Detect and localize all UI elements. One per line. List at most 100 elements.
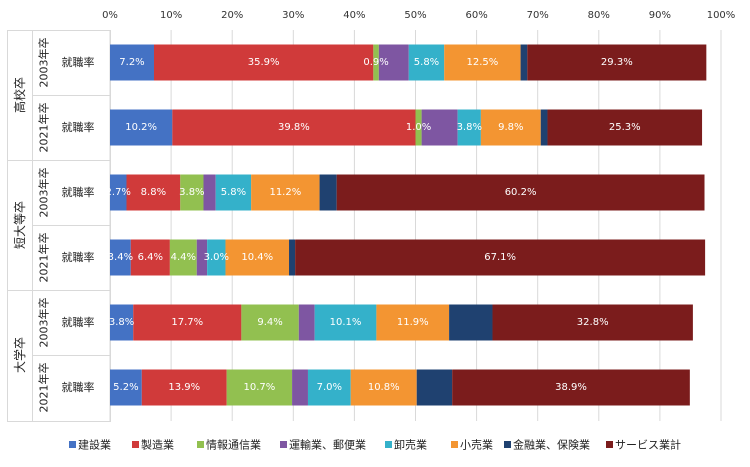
data-label: 39.8%	[278, 122, 310, 133]
bar-segment	[110, 109, 173, 146]
legend-swatch	[132, 441, 139, 448]
legend-swatch	[280, 441, 287, 448]
legend-label: 建設業	[78, 438, 111, 452]
bar-segment	[153, 44, 374, 81]
x-tick-label: 40%	[343, 10, 365, 21]
bar-segment	[133, 304, 242, 341]
legend-swatch	[69, 441, 76, 448]
x-tick-label: 70%	[527, 10, 549, 21]
x-tick-label: 60%	[465, 10, 487, 21]
data-label: 1.0%	[406, 122, 431, 133]
row-label: 就職率	[62, 380, 95, 394]
legend-label: 情報通信業	[206, 439, 261, 452]
data-label: 35.9%	[248, 57, 280, 68]
bar-segment	[540, 109, 548, 146]
bar-segment	[421, 109, 458, 146]
data-labels: 7.2% 35.9% 0.9% 5.8% 12.5% 29.3% 10.2% 39.8% 1.0…	[106, 57, 641, 393]
data-label: 10.7%	[243, 382, 275, 393]
legend: 建設業 製造業 情報通信業 運輸業、郵便業 卸売業 小売業 金融業、保険業 サービス業計	[69, 438, 681, 452]
legend-label: 小売業	[460, 439, 493, 452]
data-label: 7.2%	[119, 57, 144, 68]
x-axis-ticks: 0% 10% 20% 30% 40% 50% 60% 70% 80% 90% 100%	[102, 10, 735, 21]
data-label: 6.4%	[138, 252, 163, 263]
bar-segment	[126, 174, 181, 211]
data-label: 9.4%	[257, 317, 282, 328]
data-label: 12.5%	[467, 57, 499, 68]
group-label: 大学卒	[12, 337, 27, 373]
data-label: 13.9%	[168, 382, 200, 393]
bar-segment	[449, 304, 493, 341]
data-label: 11.9%	[397, 317, 429, 328]
category-frame	[7, 30, 111, 422]
bar-segment	[141, 369, 227, 406]
bar-segment	[241, 304, 299, 341]
data-label: 3.8%	[179, 187, 204, 198]
bar-segment	[215, 174, 252, 211]
bar-segment	[408, 44, 445, 81]
data-label: 10.2%	[125, 122, 157, 133]
data-label: 25.3%	[609, 122, 641, 133]
row-label: 就職率	[62, 185, 95, 199]
bar-segment	[110, 44, 154, 81]
bar-segment	[520, 44, 528, 81]
legend-label: 運輸業、郵便業	[289, 438, 366, 452]
bar-segment	[378, 44, 409, 81]
legend-swatch	[197, 441, 204, 448]
bar-segment	[169, 239, 197, 276]
legend-label: 製造業	[141, 438, 174, 452]
bar-segment	[196, 239, 208, 276]
data-label: 38.9%	[555, 382, 587, 393]
bar-segment	[319, 174, 337, 211]
bar-segment	[180, 174, 204, 211]
bar-segment	[336, 174, 705, 211]
row-label: 就職率	[62, 120, 95, 134]
bar-segment	[480, 109, 541, 146]
bar-segment	[203, 174, 216, 211]
bar-segment	[207, 239, 226, 276]
bar-segment	[225, 239, 290, 276]
bar-segment	[110, 369, 142, 406]
data-label: 3.4%	[108, 252, 133, 263]
x-tick-label: 50%	[404, 10, 426, 21]
x-tick-label: 0%	[102, 10, 118, 21]
bar-segment	[292, 369, 308, 406]
year-label: 2003年卒	[37, 298, 51, 348]
year-label: 2021年卒	[37, 233, 51, 283]
legend-swatch	[451, 441, 458, 448]
legend-label: サービス業計	[615, 438, 681, 452]
year-label: 2021年卒	[37, 363, 51, 413]
data-label: 3.8%	[109, 317, 134, 328]
data-label: 67.1%	[484, 252, 516, 263]
row-label: 就職率	[62, 55, 95, 69]
legend-label: 卸売業	[394, 438, 427, 452]
bar-segment	[172, 109, 416, 146]
bar-segment	[350, 369, 417, 406]
data-label: 4.4%	[171, 252, 196, 263]
data-label: 9.8%	[498, 122, 523, 133]
data-label: 5.8%	[414, 57, 439, 68]
legend-label: 金融業、保険業	[513, 438, 590, 452]
x-tick-label: 90%	[649, 10, 671, 21]
x-tick-label: 30%	[282, 10, 304, 21]
data-label: 3.8%	[457, 122, 482, 133]
year-label: 2021年卒	[37, 103, 51, 153]
bar-segment	[110, 174, 127, 211]
x-tick-label: 80%	[588, 10, 610, 21]
bar-segment	[416, 369, 453, 406]
data-label: 10.4%	[241, 252, 273, 263]
data-label: 8.8%	[141, 187, 166, 198]
bar-segment	[295, 239, 706, 276]
data-label: 10.1%	[330, 317, 362, 328]
data-label: 0.9%	[363, 57, 388, 68]
bar-segment	[452, 369, 690, 406]
bar-segment	[110, 239, 131, 276]
bar-segment	[110, 304, 134, 341]
data-label: 29.3%	[601, 57, 633, 68]
bar-segment	[457, 109, 481, 146]
bar-segment	[373, 44, 379, 81]
data-label: 60.2%	[505, 187, 537, 198]
legend-swatch	[606, 441, 613, 448]
data-label: 5.2%	[113, 382, 138, 393]
data-label: 11.2%	[269, 187, 301, 198]
